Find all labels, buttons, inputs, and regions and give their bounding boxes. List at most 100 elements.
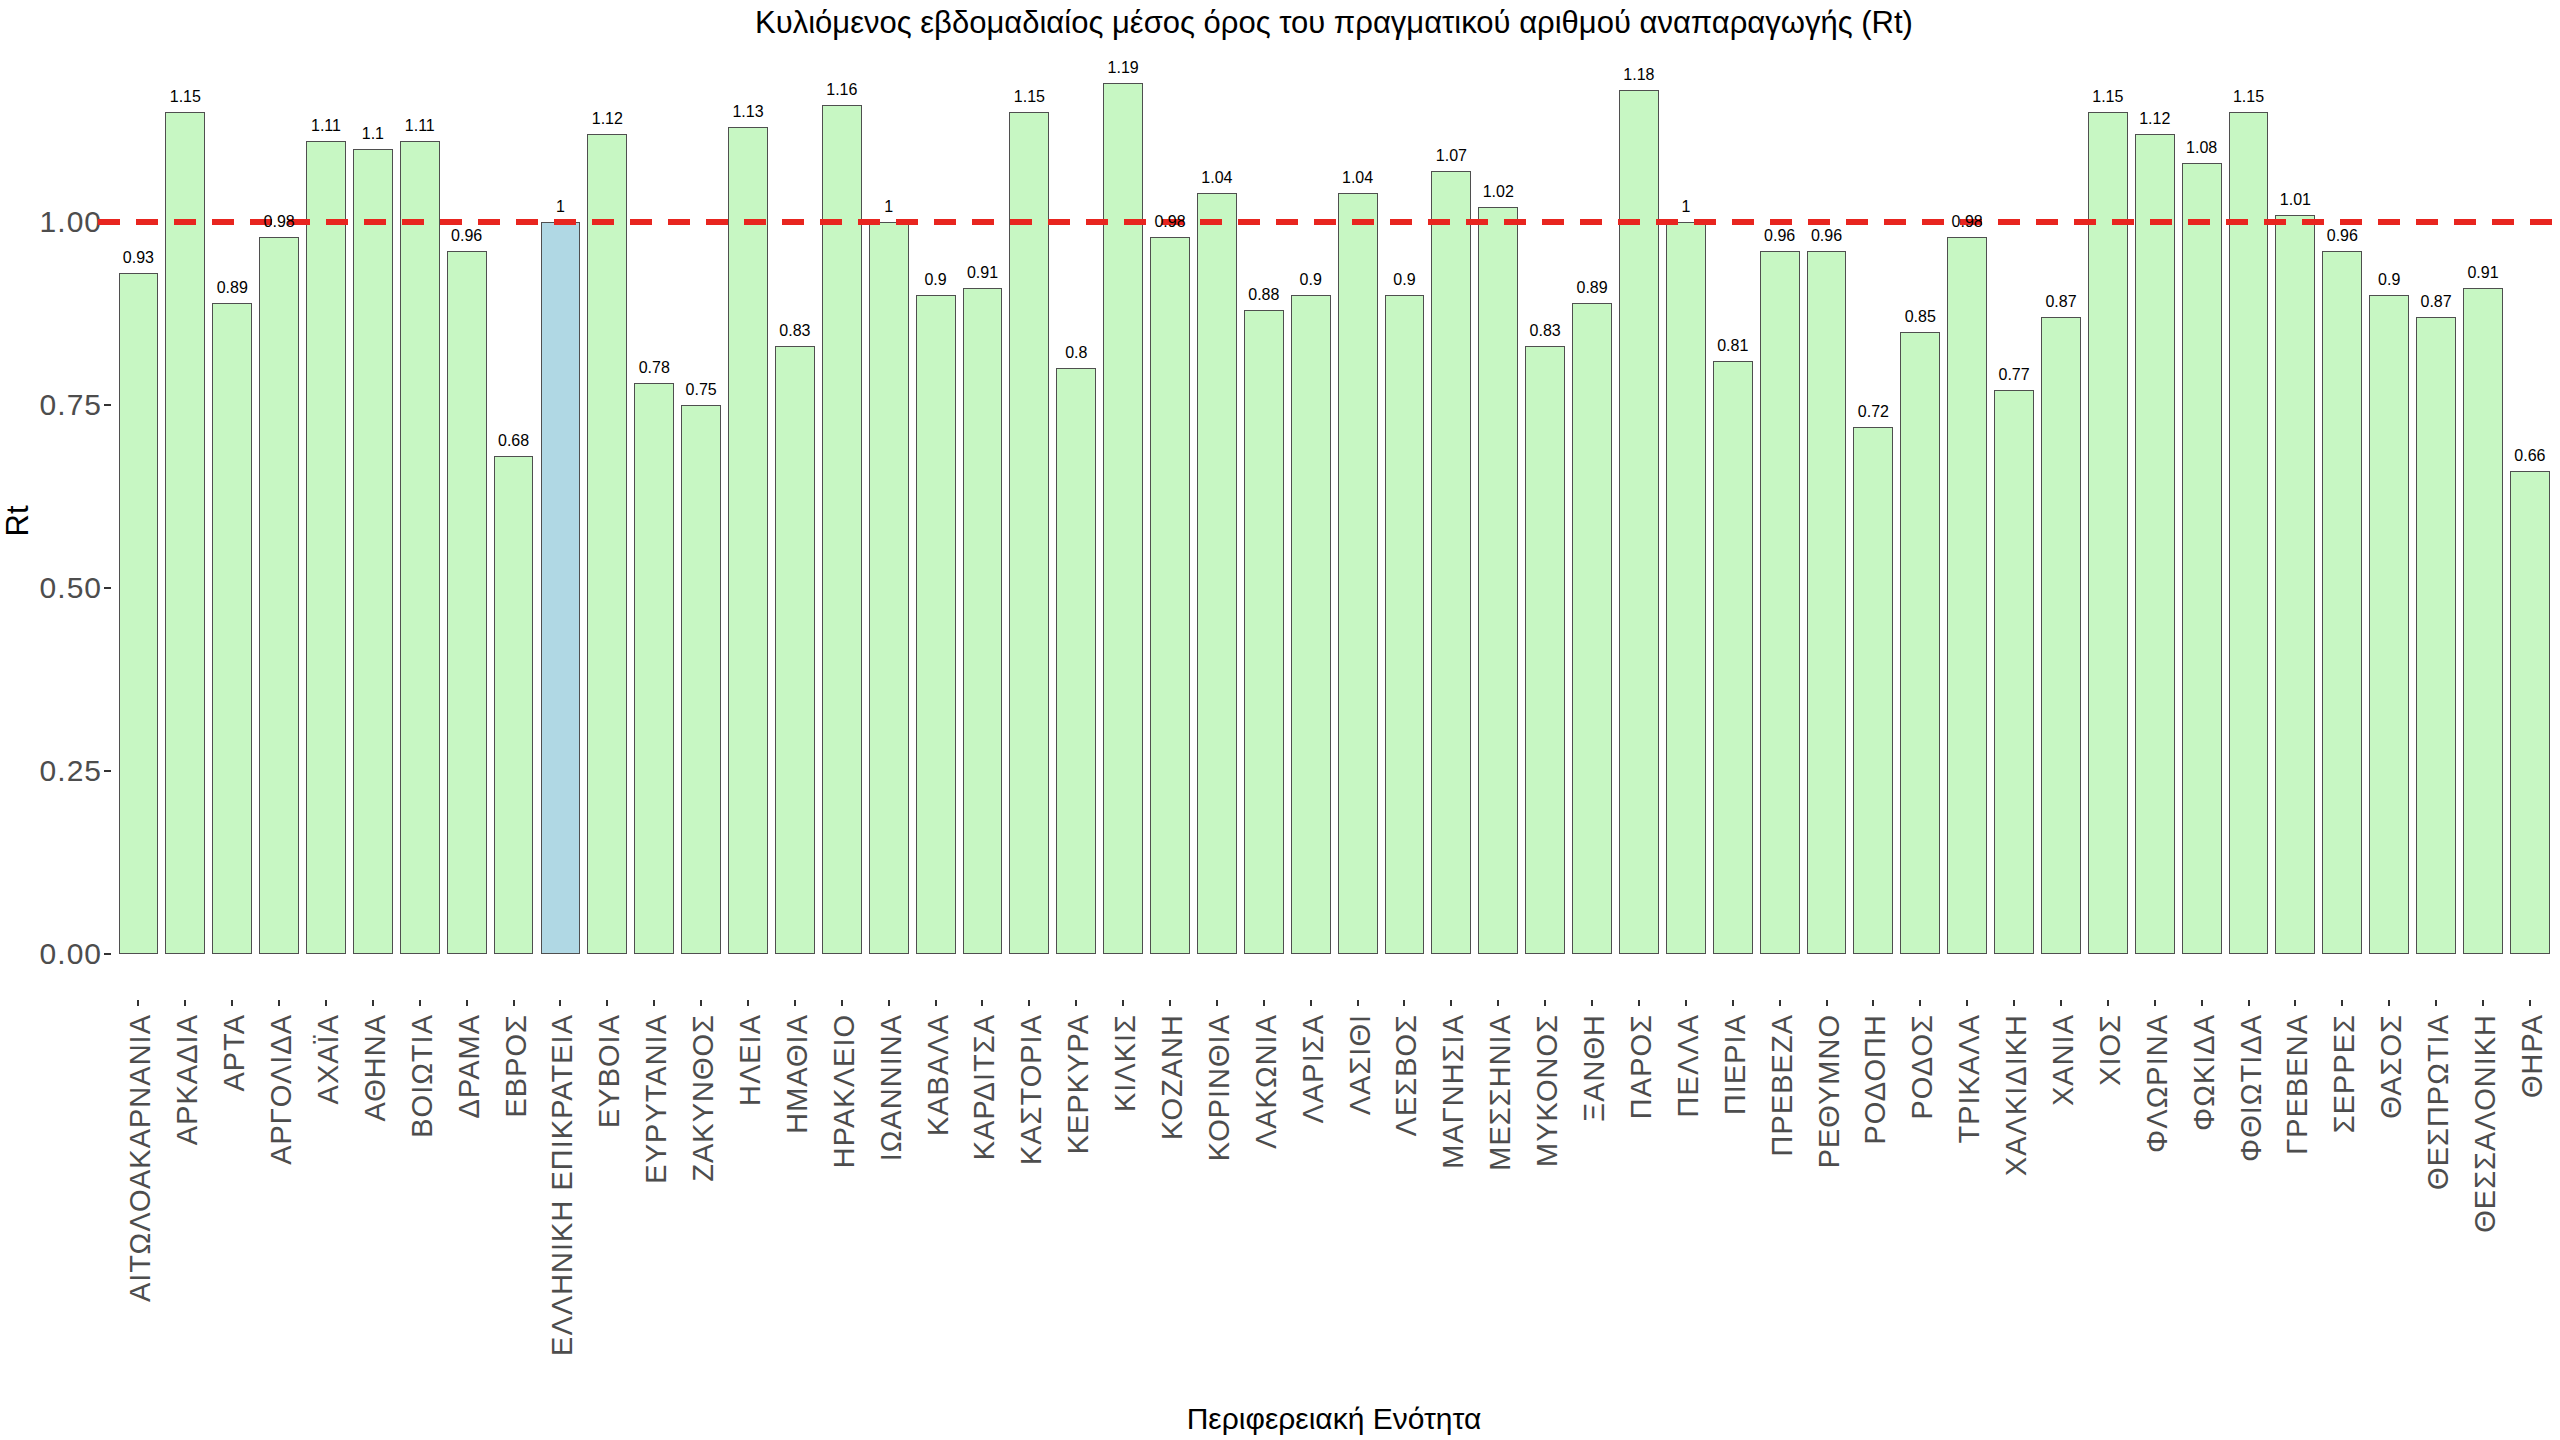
bar	[1431, 171, 1471, 954]
bar-column: 0.96	[1803, 40, 1850, 954]
bar-value-label: 0.83	[779, 322, 810, 340]
x-tick-label: ΚΕΡΚΥΡΑ	[1061, 1014, 1095, 1154]
x-category-column: ΒΟΙΩΤΙΑ	[396, 958, 443, 1440]
x-tick-label: ΔΡΑΜΑ	[452, 1014, 486, 1118]
bar-value-label: 0.96	[1811, 227, 1842, 245]
x-category-column: ΛΑΡΙΣΑ	[1287, 958, 1334, 1440]
x-category-column: ΛΕΣΒΟΣ	[1381, 958, 1428, 1440]
bar	[1760, 251, 1800, 954]
x-category-column: ΚΙΛΚΙΣ	[1100, 958, 1147, 1440]
x-tick-mark	[935, 1000, 937, 1006]
bar-column: 1.19	[1100, 40, 1147, 954]
bar-value-label: 1	[884, 198, 893, 216]
x-tick-mark	[747, 1000, 749, 1006]
bar-column: 1.16	[818, 40, 865, 954]
x-tick-label: ΜΑΓΝΗΣΙΑ	[1436, 1014, 1470, 1169]
x-category-column: ΚΑΡΔΙΤΣΑ	[959, 958, 1006, 1440]
bar	[1478, 207, 1518, 954]
x-tick-mark	[1497, 1000, 1499, 1006]
x-tick-label: ΑΧΑΪΑ	[311, 1014, 345, 1104]
bar-value-label: 0.8	[1065, 344, 1087, 362]
x-category-column: ΛΑΣΙΘΙ	[1334, 958, 1381, 1440]
bar-column: 0.87	[2038, 40, 2085, 954]
x-category-column: ΜΥΚΟΝΟΣ	[1522, 958, 1569, 1440]
x-category-column: ΔΡΑΜΑ	[443, 958, 490, 1440]
x-tick-label: ΘΕΣΣΑΛΟΝΙΚΗ	[2468, 1014, 2502, 1233]
x-tick-mark	[2529, 1000, 2531, 1006]
bar-column: 1.15	[2225, 40, 2272, 954]
x-category-column: ΠΡΕΒΕΖΑ	[1756, 958, 1803, 1440]
x-category-column: ΕΛΛΗΝΙΚΗ ΕΠΙΚΡΑΤΕΙΑ	[537, 958, 584, 1440]
x-category-column: ΚΟΡΙΝΘΙΑ	[1193, 958, 1240, 1440]
bar-column: 0.98	[1147, 40, 1194, 954]
bar	[822, 105, 862, 954]
bar-column: 0.98	[256, 40, 303, 954]
x-tick-mark	[1169, 1000, 1171, 1006]
x-tick-mark	[419, 1000, 421, 1006]
x-tick-label: ΤΡΙΚΑΛΑ	[1952, 1014, 1986, 1144]
x-category-column: ΘΑΣΟΣ	[2366, 958, 2413, 1440]
x-category-column: ΕΥΒΟΙΑ	[584, 958, 631, 1440]
x-axis: ΑΙΤΩΛΟΑΚΑΡΝΑΝΙΑΑΡΚΑΔΙΑΑΡΤΑΑΡΓΟΛΙΔΑΑΧΑΪΑΑ…	[115, 958, 2553, 1440]
bar	[1994, 390, 2034, 954]
bar	[775, 346, 815, 954]
bar-value-label: 1.12	[592, 110, 623, 128]
bar-column: 1.18	[1616, 40, 1663, 954]
bar-value-label: 0.98	[1154, 213, 1185, 231]
bar-column: 0.8	[1053, 40, 1100, 954]
bar	[2182, 163, 2222, 954]
bar	[1572, 303, 1612, 954]
x-tick-label: ΑΘΗΝΑ	[358, 1014, 392, 1122]
x-category-column: ΧΑΛΚΙΔΙΚΗ	[1991, 958, 2038, 1440]
bar	[963, 288, 1003, 954]
y-tick-label: 0.00	[2, 936, 102, 972]
x-tick-mark	[1638, 1000, 1640, 1006]
bar	[1009, 112, 1049, 954]
bar	[1525, 346, 1565, 954]
x-category-column: ΡΟΔΟΠΗ	[1850, 958, 1897, 1440]
x-tick-label: ΚΑΣΤΟΡΙΑ	[1014, 1014, 1048, 1165]
x-tick-mark	[1122, 1000, 1124, 1006]
bar-value-label: 0.89	[217, 279, 248, 297]
x-tick-mark	[2201, 1000, 2203, 1006]
rt-bar-chart: Κυλιόμενος εβδομαδιαίος μέσος όρος του π…	[0, 0, 2560, 1440]
x-category-column: ΑΡΤΑ	[209, 958, 256, 1440]
x-tick-mark	[1450, 1000, 1452, 1006]
x-tick-mark	[372, 1000, 374, 1006]
x-tick-label: ΛΑΚΩΝΙΑ	[1249, 1014, 1283, 1149]
x-category-column: ΞΑΝΘΗ	[1569, 958, 1616, 1440]
x-category-column: ΘΕΣΣΑΛΟΝΙΚΗ	[2460, 958, 2507, 1440]
bar-column: 1.04	[1193, 40, 1240, 954]
x-tick-mark	[1216, 1000, 1218, 1006]
x-category-column: ΙΩΑΝΝΙΝΑ	[865, 958, 912, 1440]
bar	[1900, 332, 1940, 954]
bar-column: 0.98	[1944, 40, 1991, 954]
x-tick-mark	[1966, 1000, 1968, 1006]
x-tick-label: ΚΟΖΑΝΗ	[1155, 1014, 1189, 1140]
x-tick-mark	[888, 1000, 890, 1006]
bar-column: 0.88	[1240, 40, 1287, 954]
bar	[1947, 237, 1987, 954]
bar-value-label: 1	[1681, 198, 1690, 216]
x-tick-mark	[1919, 1000, 1921, 1006]
x-tick-label: ΜΥΚΟΝΟΣ	[1530, 1014, 1564, 1167]
bar	[2229, 112, 2269, 954]
bar-value-label: 0.68	[498, 432, 529, 450]
bar-column: 0.96	[443, 40, 490, 954]
x-tick-mark	[841, 1000, 843, 1006]
bar	[2510, 471, 2550, 954]
x-category-column: ΗΜΑΘΙΑ	[771, 958, 818, 1440]
chart-title: Κυλιόμενος εβδομαδιαίος μέσος όρος του π…	[115, 5, 2553, 41]
bar-value-label: 0.88	[1248, 286, 1279, 304]
x-tick-label: ΑΡΓΟΛΙΔΑ	[264, 1014, 298, 1165]
x-tick-label: ΓΡΕΒΕΝΑ	[2280, 1014, 2314, 1155]
x-tick-mark	[559, 1000, 561, 1006]
x-category-column: ΑΧΑΪΑ	[303, 958, 350, 1440]
bar-column: 0.9	[1287, 40, 1334, 954]
x-tick-label: ΦΘΙΩΤΙΔΑ	[2234, 1014, 2268, 1162]
bar-column: 0.78	[631, 40, 678, 954]
bar-column: 0.75	[678, 40, 725, 954]
bar	[2088, 112, 2128, 954]
bar-value-label: 0.96	[451, 227, 482, 245]
x-tick-label: ΛΑΣΙΘΙ	[1343, 1014, 1377, 1115]
